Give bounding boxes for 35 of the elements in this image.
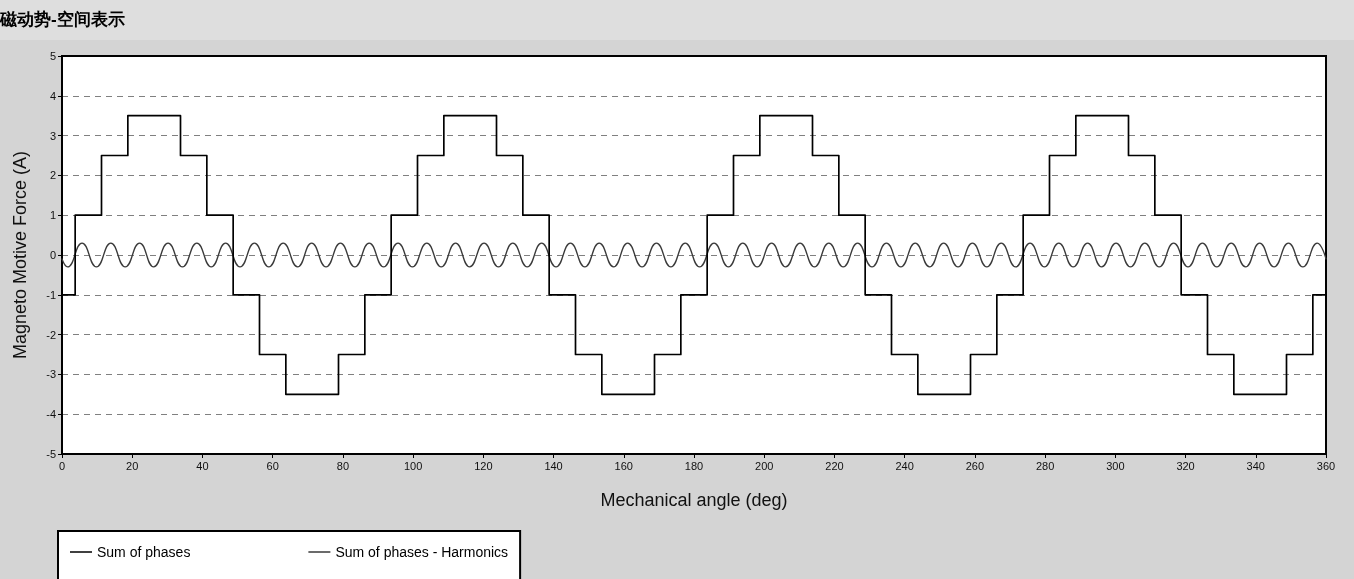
- x-tick-label: 140: [544, 459, 563, 472]
- y-tick-label: 2: [49, 169, 56, 182]
- y-tick-label: 3: [49, 129, 56, 142]
- x-tick-label: 180: [684, 459, 704, 472]
- x-tick-label: 120: [474, 459, 493, 472]
- y-tick-label: -4: [46, 408, 56, 421]
- x-tick-label: 260: [965, 459, 985, 472]
- y-tick-label: 4: [49, 89, 56, 102]
- x-tick-label: 360: [1316, 459, 1336, 472]
- x-tick-label: 240: [895, 459, 914, 472]
- legend-label: Sum of phases - Harmonics: [335, 544, 509, 560]
- legend-label: Sum of phases: [97, 544, 191, 560]
- x-tick-label: 280: [1035, 459, 1055, 472]
- y-tick-label: -1: [46, 288, 56, 301]
- x-tick-label: 200: [755, 459, 774, 472]
- x-tick-label: 300: [1106, 459, 1125, 472]
- x-tick-label: 60: [266, 459, 279, 472]
- x-tick-label: 100: [403, 459, 423, 472]
- y-tick-label: -2: [46, 328, 56, 341]
- y-tick-label: 1: [49, 209, 56, 222]
- y-tick-label: -3: [46, 368, 56, 381]
- chart-title: 磁动势-空间表示: [0, 10, 125, 29]
- x-tick-label: 160: [614, 459, 633, 472]
- x-tick-label: 20: [126, 459, 139, 472]
- x-tick-label: 0: [58, 459, 66, 472]
- x-tick-label: 80: [336, 459, 350, 472]
- x-tick-label: 320: [1176, 459, 1195, 472]
- x-tick-label: 220: [825, 459, 844, 472]
- y-tick-label: 5: [49, 50, 56, 62]
- y-tick-label: 0: [49, 249, 56, 261]
- y-axis-title: Magneto Motive Force (A): [10, 150, 30, 360]
- y-tick-label: -5: [46, 448, 56, 460]
- x-tick-label: 40: [196, 459, 209, 472]
- x-tick-label: 340: [1246, 459, 1265, 472]
- x-axis-title: Mechanical angle (deg): [600, 490, 788, 510]
